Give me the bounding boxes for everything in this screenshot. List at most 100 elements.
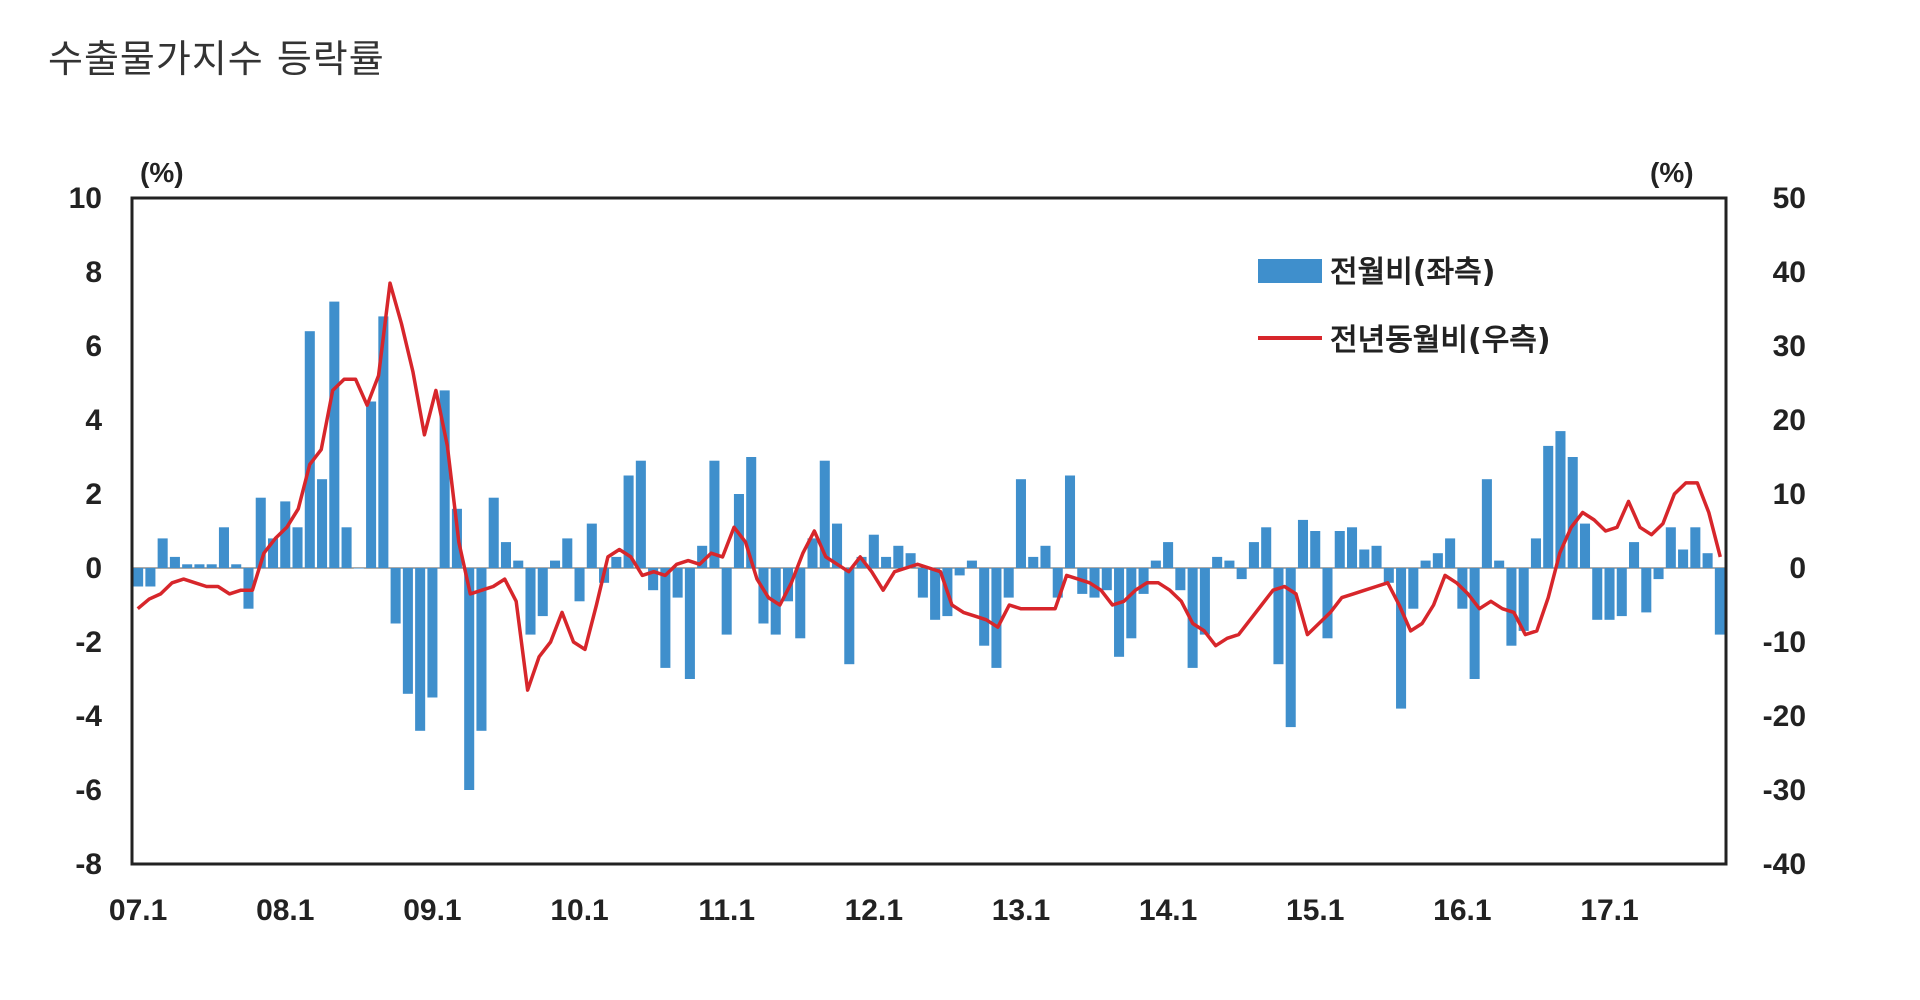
x-tick-label: 17.1 bbox=[1580, 894, 1638, 927]
bar-mark bbox=[954, 568, 965, 576]
bar-mark bbox=[1175, 568, 1186, 591]
bar-mark bbox=[427, 568, 438, 698]
chart-title: 수출물가지수 등락률 bbox=[48, 37, 385, 81]
left-tick-label: 8 bbox=[85, 256, 102, 289]
bar-mark bbox=[1028, 556, 1039, 568]
bar-mark bbox=[1150, 560, 1161, 568]
left-tick-label: -8 bbox=[75, 848, 102, 881]
bar-mark bbox=[1445, 538, 1456, 568]
bar-mark bbox=[1396, 568, 1407, 709]
bar-mark bbox=[537, 568, 548, 617]
bar-mark bbox=[292, 527, 303, 568]
right-tick-label: -20 bbox=[1763, 700, 1806, 733]
bar-mark bbox=[231, 564, 242, 568]
bar-mark bbox=[1678, 549, 1689, 568]
bar-mark bbox=[329, 301, 340, 568]
right-tick-label: 30 bbox=[1773, 330, 1806, 363]
bar-mark bbox=[697, 545, 708, 568]
bar-mark bbox=[1420, 560, 1431, 568]
bar-mark bbox=[966, 560, 977, 568]
bar-mark bbox=[991, 568, 1002, 668]
bar-mark bbox=[1469, 568, 1480, 679]
bar-mark bbox=[1236, 568, 1247, 580]
right-tick-label: 50 bbox=[1773, 182, 1806, 215]
bar-mark bbox=[1665, 527, 1676, 568]
bar-mark bbox=[1040, 545, 1051, 568]
bar-mark bbox=[1629, 542, 1640, 568]
plot-frame bbox=[130, 196, 1728, 866]
bar-mark bbox=[500, 542, 511, 568]
x-tick-label: 07.1 bbox=[109, 894, 167, 927]
bar-mark bbox=[1285, 568, 1296, 728]
bar-mark bbox=[1579, 523, 1591, 568]
x-tick-label: 09.1 bbox=[403, 894, 461, 927]
right-tick-label: 20 bbox=[1773, 404, 1806, 437]
left-axis: 10 8 6 4 2 0 -2 -4 -6 -8 bbox=[69, 182, 103, 881]
bar-mark bbox=[881, 556, 892, 568]
bar-mark bbox=[1359, 549, 1370, 568]
bar-mark bbox=[378, 316, 389, 568]
bar-mark bbox=[169, 556, 180, 568]
bar-mark bbox=[267, 538, 279, 568]
bar-mark bbox=[1089, 568, 1100, 598]
bar-mark bbox=[157, 538, 168, 568]
bar-mark bbox=[464, 568, 475, 790]
bar-mark bbox=[623, 475, 634, 568]
bar-mark bbox=[353, 568, 364, 569]
bar-mark bbox=[1432, 553, 1443, 568]
bar-mark bbox=[758, 568, 769, 624]
left-tick-label: 4 bbox=[85, 404, 102, 437]
bar-mark bbox=[1518, 568, 1529, 631]
bar-mark bbox=[255, 497, 266, 568]
bar-mark bbox=[1310, 531, 1321, 568]
bar-mark bbox=[844, 568, 855, 665]
bar-mark bbox=[930, 568, 941, 620]
right-tick-label: 40 bbox=[1773, 256, 1806, 289]
bar-mark bbox=[648, 568, 659, 591]
bar-mark bbox=[1604, 568, 1615, 620]
bar-mark bbox=[782, 568, 794, 602]
bar-mark bbox=[709, 460, 720, 568]
right-tick-label: 0 bbox=[1789, 552, 1806, 585]
bar-mark bbox=[905, 553, 916, 568]
bar-mark bbox=[476, 568, 487, 731]
bar-mark bbox=[280, 501, 291, 568]
bar-mark bbox=[402, 568, 413, 694]
bar-mark bbox=[1543, 445, 1554, 568]
bar-mark bbox=[746, 457, 757, 568]
bar-mark bbox=[1383, 568, 1394, 583]
bar-mark bbox=[1273, 568, 1284, 665]
left-axis-unit: (%) bbox=[140, 157, 184, 188]
bar-mark bbox=[1494, 560, 1505, 568]
bar-mark bbox=[832, 523, 843, 568]
x-tick-label: 11.1 bbox=[698, 894, 755, 927]
bar-mark bbox=[1248, 542, 1259, 568]
left-tick-label: -2 bbox=[75, 626, 102, 659]
bar-mark bbox=[721, 568, 732, 635]
right-axis: 50 40 30 20 10 0 -10 -20 -30 -40 bbox=[1763, 182, 1806, 881]
bar-mark bbox=[868, 534, 879, 568]
x-tick-label: 12.1 bbox=[845, 894, 903, 927]
bar-mark bbox=[1015, 479, 1026, 568]
bar-mark bbox=[586, 523, 597, 568]
bar-mark bbox=[1592, 568, 1603, 620]
left-tick-label: 10 bbox=[69, 182, 102, 215]
bar-mark bbox=[1690, 527, 1701, 568]
legend-bar-label: 전월비(좌측) bbox=[1330, 255, 1495, 290]
x-tick-label: 13.1 bbox=[992, 894, 1050, 927]
bar-mark bbox=[795, 568, 806, 639]
bar-mark bbox=[145, 568, 156, 587]
bar-mark bbox=[917, 568, 928, 598]
bar-mark bbox=[1347, 527, 1358, 568]
bar-mark bbox=[1641, 568, 1652, 613]
bar-mark bbox=[1101, 568, 1112, 591]
bar-mark bbox=[317, 479, 328, 568]
bar-mark bbox=[194, 564, 205, 568]
bar-mark bbox=[525, 568, 536, 635]
bar-mark bbox=[1187, 568, 1198, 668]
bar-mark bbox=[133, 568, 144, 587]
bar-mark bbox=[672, 568, 683, 598]
line-series-path bbox=[136, 281, 1722, 692]
bar-mark bbox=[390, 568, 401, 624]
